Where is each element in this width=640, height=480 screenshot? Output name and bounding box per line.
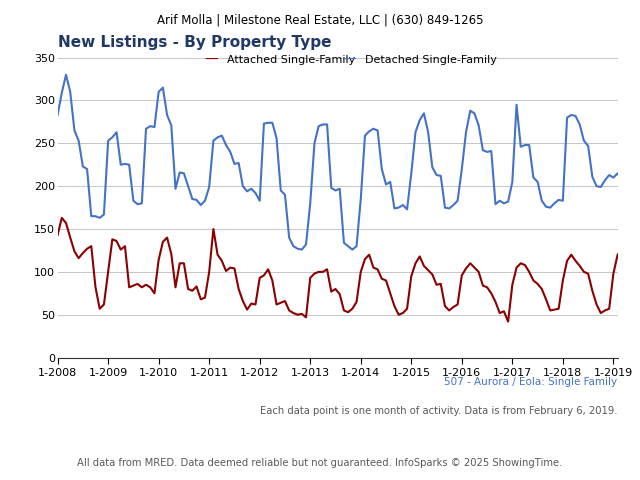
Text: Detached Single-Family: Detached Single-Family — [365, 55, 497, 65]
Text: —: — — [204, 53, 218, 67]
Text: Arif Molla | Milestone Real Estate, LLC | (630) 849-1265: Arif Molla | Milestone Real Estate, LLC … — [157, 14, 483, 27]
Text: Attached Single-Family: Attached Single-Family — [227, 55, 355, 65]
Text: 507 - Aurora / Eola: Single Family: 507 - Aurora / Eola: Single Family — [444, 377, 618, 387]
Text: New Listings - By Property Type: New Listings - By Property Type — [58, 36, 331, 50]
Text: —: — — [342, 53, 356, 67]
Text: All data from MRED. Data deemed reliable but not guaranteed. InfoSparks © 2025 S: All data from MRED. Data deemed reliable… — [77, 458, 563, 468]
Text: Each data point is one month of activity. Data is from February 6, 2019.: Each data point is one month of activity… — [260, 406, 618, 416]
